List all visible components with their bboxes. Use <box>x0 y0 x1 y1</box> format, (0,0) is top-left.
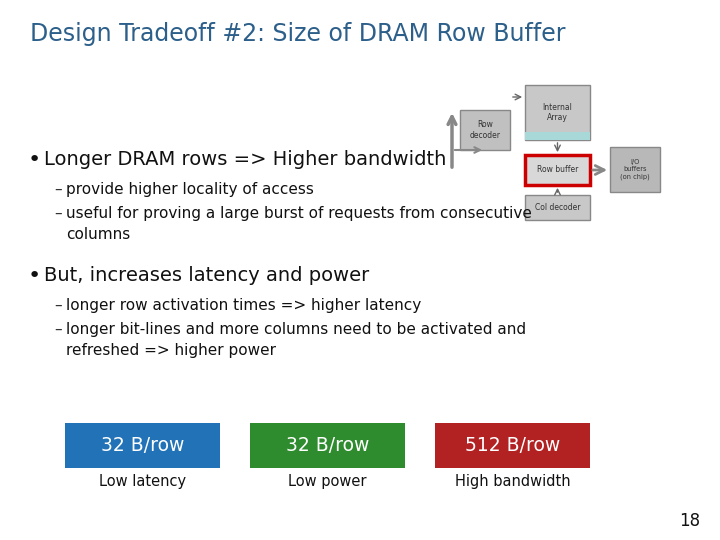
Text: longer bit-lines and more columns need to be activated and
refreshed => higher p: longer bit-lines and more columns need t… <box>66 322 526 358</box>
Text: Longer DRAM rows => Higher bandwidth: Longer DRAM rows => Higher bandwidth <box>44 150 446 169</box>
Text: Row buffer: Row buffer <box>537 165 578 174</box>
Text: 18: 18 <box>679 512 700 530</box>
Text: But, increases latency and power: But, increases latency and power <box>44 266 369 285</box>
Text: 32 B/row: 32 B/row <box>286 436 369 455</box>
Text: High bandwidth: High bandwidth <box>455 474 570 489</box>
Text: Design Tradeoff #2: Size of DRAM Row Buffer: Design Tradeoff #2: Size of DRAM Row Buf… <box>30 22 565 46</box>
Bar <box>525 85 590 140</box>
Bar <box>65 423 220 468</box>
Text: longer row activation times => higher latency: longer row activation times => higher la… <box>66 298 421 313</box>
Text: Row
decoder: Row decoder <box>469 120 500 140</box>
Bar <box>610 147 660 192</box>
Text: •: • <box>28 150 41 170</box>
Text: I/O
buffers
(on chip): I/O buffers (on chip) <box>620 159 650 180</box>
Text: –: – <box>54 298 62 313</box>
Text: provide higher locality of access: provide higher locality of access <box>66 182 314 197</box>
Text: –: – <box>54 182 62 197</box>
Bar <box>525 155 590 185</box>
Text: useful for proving a large burst of requests from consecutive
columns: useful for proving a large burst of requ… <box>66 206 532 242</box>
Bar <box>460 110 510 150</box>
Bar <box>525 132 590 140</box>
Text: Low latency: Low latency <box>99 474 186 489</box>
Text: •: • <box>28 266 41 286</box>
Text: Col decoder: Col decoder <box>535 203 580 212</box>
Bar <box>525 195 590 220</box>
Bar <box>250 423 405 468</box>
Text: –: – <box>54 322 62 337</box>
Text: –: – <box>54 206 62 221</box>
Bar <box>435 423 590 468</box>
Text: 32 B/row: 32 B/row <box>101 436 184 455</box>
Text: Internal
Array: Internal Array <box>543 103 572 122</box>
Text: Low power: Low power <box>288 474 366 489</box>
Text: 512 B/row: 512 B/row <box>465 436 560 455</box>
